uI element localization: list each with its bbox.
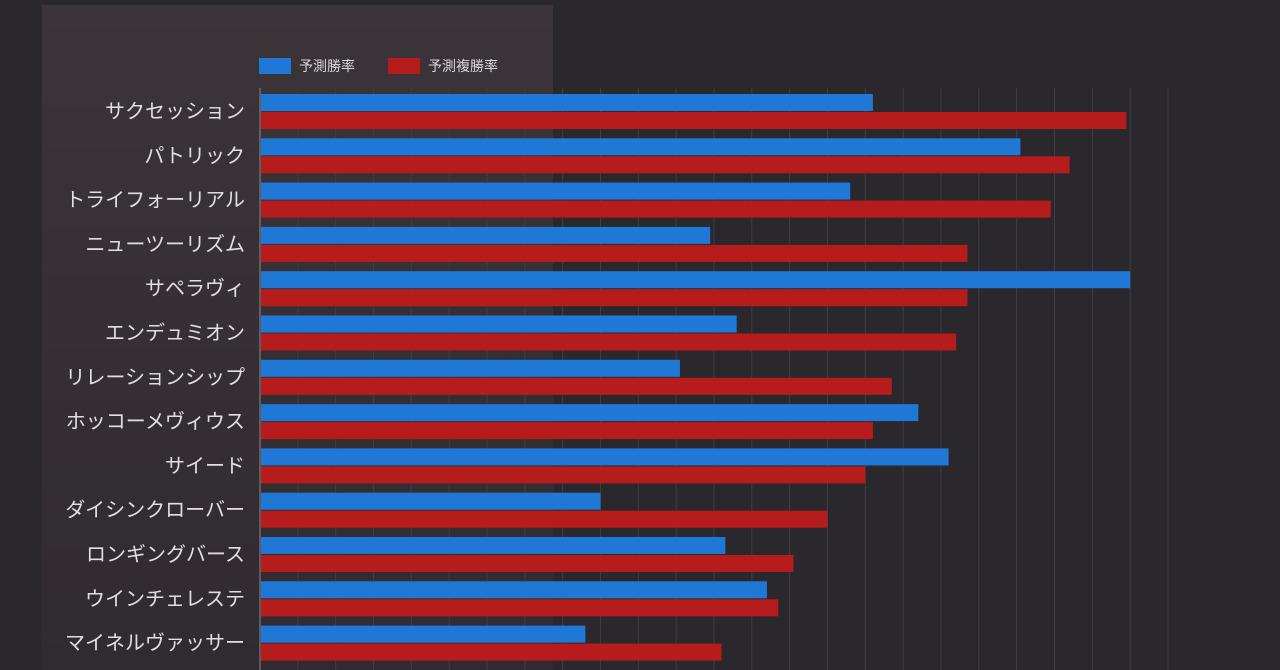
bar-win-13 <box>261 625 586 643</box>
category-label: パトリック <box>144 143 245 167</box>
bar-win-10 <box>261 492 601 510</box>
category-label: トライフォーリアル <box>65 188 245 212</box>
bar-win-1 <box>261 94 873 111</box>
category-label: サクセッション <box>105 99 245 123</box>
bar-place-10 <box>261 510 828 528</box>
legend-label-2: 予測複勝率 <box>428 58 498 75</box>
bar-win-2 <box>261 138 1021 156</box>
category-label: エンデュミオン <box>105 321 245 345</box>
legend-swatch-2 <box>388 58 420 74</box>
legend-label-1: 予測勝率 <box>299 58 355 75</box>
category-label: ホッコーメヴィウス <box>66 409 245 433</box>
bar-place-5 <box>261 289 968 307</box>
bar-win-8 <box>261 404 919 422</box>
bar-win-9 <box>261 448 949 466</box>
bar-win-12 <box>261 581 767 599</box>
category-label: マイネルヴァッサー <box>65 631 245 655</box>
category-label: リレーションシップ <box>65 365 245 389</box>
bar-place-7 <box>261 377 892 395</box>
bar-win-11 <box>261 537 726 554</box>
bar-place-9 <box>261 466 866 484</box>
legend-swatch-1 <box>259 58 291 74</box>
category-label: サペラヴィ <box>145 276 245 300</box>
bar-place-4 <box>261 244 968 262</box>
bar-win-7 <box>261 359 680 377</box>
bar-place-3 <box>261 200 1051 218</box>
bar-place-11 <box>261 555 794 572</box>
bar-place-13 <box>261 643 722 661</box>
category-label: ロンギングバース <box>86 542 245 566</box>
bars <box>261 94 1131 661</box>
category-label: ニューツーリズム <box>85 232 245 256</box>
bar-win-6 <box>261 315 737 333</box>
category-label: ダイシンクローバー <box>65 498 245 522</box>
bar-place-6 <box>261 333 957 351</box>
bar-place-8 <box>261 422 873 440</box>
bar-place-1 <box>261 112 1127 129</box>
bar-place-12 <box>261 599 779 617</box>
bar-win-4 <box>261 226 711 244</box>
bar-win-3 <box>261 182 851 200</box>
category-labels: サクセッションパトリックトライフォーリアルニューツーリズムサペラヴィエンデュミオ… <box>65 99 245 655</box>
category-label: ウインチェレステ <box>85 586 245 610</box>
bar-place-2 <box>261 156 1070 174</box>
category-label: サイード <box>165 453 245 477</box>
bar-win-5 <box>261 271 1131 289</box>
legend: 予測勝率 予測複勝率 <box>259 58 498 75</box>
